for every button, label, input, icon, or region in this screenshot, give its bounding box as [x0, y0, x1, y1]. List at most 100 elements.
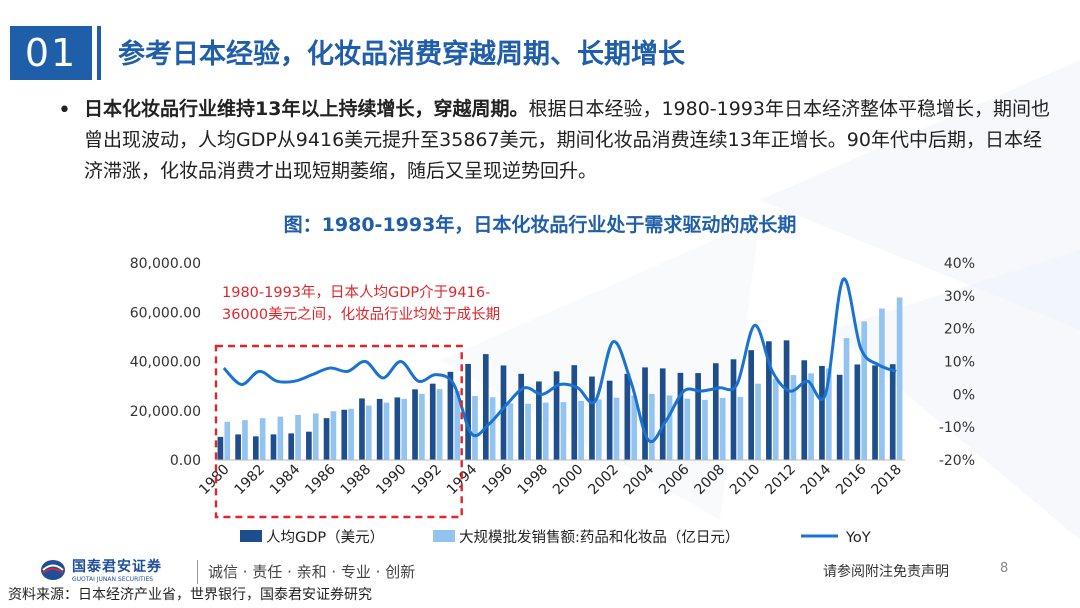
- bar-gdp: [659, 368, 666, 460]
- bar-gdp: [412, 389, 418, 460]
- bar-sales: [879, 308, 885, 460]
- bar-gdp: [429, 383, 436, 460]
- x-tick-label: 1992: [408, 462, 445, 499]
- right-axis-tick-label: 0%: [953, 387, 975, 403]
- bar-sales: [843, 338, 850, 460]
- bar-sales: [542, 402, 549, 460]
- bar-gdp: [624, 373, 631, 460]
- bar-gdp: [712, 363, 719, 460]
- bar-gdp: [217, 436, 224, 460]
- company-logo: 国泰君安证券 GUOTAI JUNAN SECURITIES: [40, 556, 162, 583]
- bar-gdp: [836, 374, 843, 460]
- logo-name-cn: 国泰君安证券: [72, 559, 162, 575]
- x-tick-label: 2004: [621, 461, 658, 498]
- bar-sales: [737, 396, 744, 460]
- bar-gdp: [854, 364, 861, 460]
- bar-sales: [560, 402, 567, 460]
- x-tick-label: 1996: [479, 461, 516, 498]
- bar-sales: [755, 383, 761, 460]
- left-axis-tick-label: 20,000.00: [130, 404, 201, 420]
- x-tick-label: 2016: [833, 461, 870, 498]
- annotation-box: [214, 344, 463, 519]
- bar-sales: [825, 368, 832, 460]
- x-tick-label: 2000: [550, 462, 587, 499]
- data-source: 资料来源：日本经济产业省，世界银行，国泰君安证券研究: [8, 587, 372, 603]
- left-axis-tick-label: 40,000.00: [130, 355, 201, 371]
- x-tick-label: 1984: [267, 461, 304, 498]
- bar-sales: [312, 413, 319, 460]
- bar-sales: [489, 397, 496, 460]
- x-tick-label: 1988: [338, 462, 375, 499]
- x-tick-label: 2008: [692, 462, 729, 499]
- bar-sales: [578, 400, 584, 460]
- bar-sales: [861, 321, 868, 460]
- bullet-body: 根据日本经验，1980-1993年日本经济整体平稳增长，期间也曾出现波动，人均G…: [84, 98, 1051, 182]
- bar-sales: [702, 399, 708, 460]
- bar-gdp: [482, 354, 489, 460]
- bar-sales: [666, 395, 673, 460]
- right-axis-tick-label: 10%: [944, 355, 975, 371]
- bar-sales: [613, 397, 620, 460]
- bar-sales: [772, 378, 779, 460]
- section-number: 01: [10, 26, 92, 80]
- bar-gdp: [748, 350, 755, 460]
- bar-sales: [790, 375, 797, 460]
- combo-chart: 0.00 20,000.00 40,000.00 60,000.00 80,000.00…: [130, 256, 975, 546]
- chart-title: 图：1980-1993年，日本化妆品行业处于需求驱动的成长期: [283, 214, 797, 236]
- bar-sales: [649, 394, 655, 460]
- bar-gdp: [447, 371, 454, 460]
- right-axis-tick-label: -10%: [939, 420, 975, 436]
- bar-sales: [330, 411, 337, 460]
- bar-gdp: [606, 380, 613, 460]
- bar-gdp: [872, 365, 878, 460]
- annotation-text-line1: 1980-1993年，日本人均GDP介于9416-: [222, 284, 490, 301]
- right-axis-tick-label: 20%: [944, 322, 975, 338]
- disclaimer-link[interactable]: 请参阅附注免责声明: [823, 564, 949, 580]
- bullet-bold-lead: 日本化妆品行业维持13年以上持续增长，穿越周期。: [84, 98, 529, 120]
- bar-gdp: [695, 373, 701, 460]
- bar-sales: [295, 414, 301, 460]
- bar-sales: [365, 405, 372, 460]
- bar-sales: [436, 389, 443, 460]
- bar-gdp: [642, 367, 648, 460]
- bar-gdp: [677, 372, 684, 460]
- bar-sales: [242, 420, 248, 460]
- bar-sales: [259, 418, 266, 460]
- bar-gdp: [235, 434, 241, 460]
- bar-gdp: [571, 365, 578, 460]
- section-divider: [97, 26, 101, 80]
- page-number: 8: [1000, 561, 1009, 576]
- bar-gdp: [500, 365, 507, 460]
- bar-gdp: [889, 364, 896, 460]
- bar-gdp: [288, 433, 295, 460]
- bar-sales: [525, 403, 531, 460]
- x-tick-label: 2006: [656, 461, 693, 498]
- bar-sales: [472, 395, 478, 460]
- x-tick-label: 2002: [585, 462, 622, 499]
- annotation-text-line2: 36000美元之间，化妆品行业均处于成长期: [222, 306, 500, 323]
- bar-sales: [684, 398, 691, 460]
- bar-sales: [383, 402, 390, 460]
- bar-sales: [224, 421, 231, 460]
- company-slogan: 诚信 · 责任 · 亲和 · 专业 · 创新: [208, 563, 416, 581]
- bar-gdp: [341, 409, 348, 460]
- x-tick-label: 1980: [196, 462, 233, 499]
- bar-sales: [507, 403, 514, 460]
- x-tick-label: 2014: [798, 461, 835, 498]
- bar-sales: [808, 373, 814, 460]
- left-axis-tick-label: 80,000.00: [130, 256, 201, 272]
- footer-separator: [197, 560, 198, 584]
- left-axis-tick-label: 60,000.00: [130, 305, 201, 321]
- x-tick-label: 1998: [515, 462, 552, 499]
- legend-swatch-gdp: [240, 530, 262, 542]
- right-axis-tick-label: 40%: [944, 256, 975, 272]
- bar-gdp: [783, 340, 790, 460]
- x-tick-label: 2018: [868, 462, 905, 499]
- legend-label-gdp: 人均GDP（美元）: [266, 529, 384, 546]
- logo-icon: [41, 559, 65, 580]
- bar-gdp: [589, 376, 595, 460]
- left-axis-tick-label: 0.00: [170, 453, 201, 469]
- legend-label-sales: 大规模批发销售额:药品和化妆品（亿日元）: [459, 529, 739, 546]
- bullet-marker: •: [58, 98, 71, 123]
- x-tick-label: 2010: [727, 462, 764, 499]
